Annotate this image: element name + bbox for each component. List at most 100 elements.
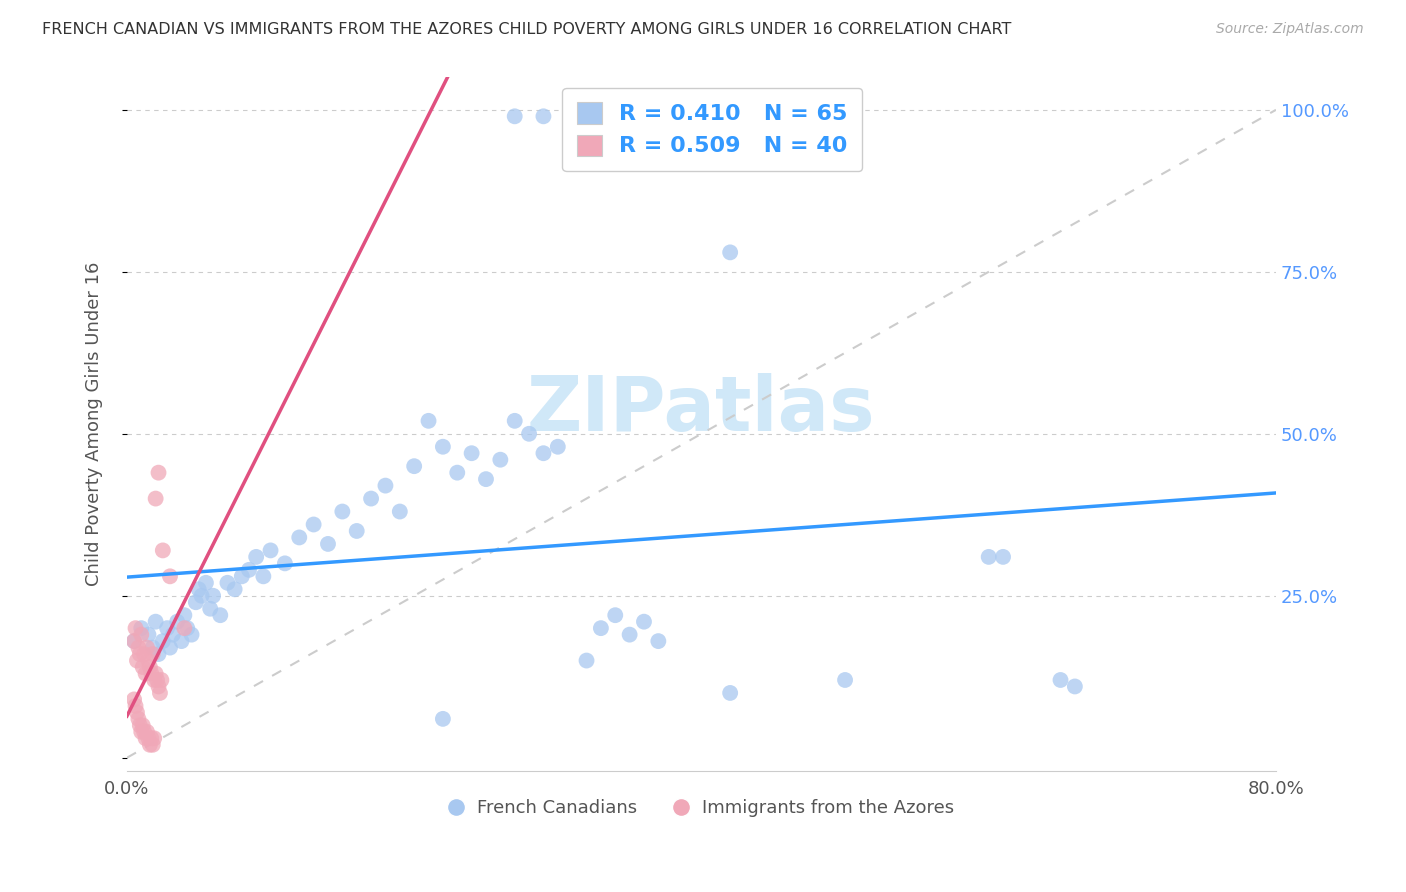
Point bbox=[259, 543, 281, 558]
Point bbox=[132, 718, 155, 732]
Point bbox=[404, 459, 426, 474]
Point bbox=[252, 569, 274, 583]
Point bbox=[503, 414, 526, 428]
Point bbox=[141, 731, 163, 746]
Point bbox=[138, 627, 160, 641]
Point bbox=[148, 466, 170, 480]
Point bbox=[142, 640, 165, 655]
Point bbox=[129, 627, 152, 641]
Point bbox=[475, 472, 498, 486]
Point bbox=[141, 666, 163, 681]
Point bbox=[1049, 673, 1071, 687]
Legend: French Canadians, Immigrants from the Azores: French Canadians, Immigrants from the Az… bbox=[441, 791, 962, 824]
Point bbox=[149, 686, 172, 700]
Point bbox=[152, 634, 174, 648]
Point bbox=[176, 621, 198, 635]
Point bbox=[374, 478, 396, 492]
Point bbox=[148, 647, 170, 661]
Point bbox=[330, 504, 353, 518]
Point bbox=[128, 718, 150, 732]
Point bbox=[190, 589, 212, 603]
Point bbox=[238, 563, 260, 577]
Point bbox=[132, 660, 155, 674]
Text: Source: ZipAtlas.com: Source: ZipAtlas.com bbox=[1216, 22, 1364, 37]
Point bbox=[136, 640, 159, 655]
Point bbox=[209, 608, 232, 623]
Point bbox=[143, 731, 166, 746]
Point bbox=[173, 621, 195, 635]
Point bbox=[547, 440, 569, 454]
Point bbox=[1063, 680, 1085, 694]
Point bbox=[517, 426, 540, 441]
Point bbox=[127, 640, 149, 655]
Point bbox=[633, 615, 655, 629]
Point bbox=[834, 673, 856, 687]
Point bbox=[184, 595, 207, 609]
Point bbox=[124, 698, 146, 713]
Point bbox=[159, 569, 181, 583]
Point bbox=[138, 731, 160, 746]
Point bbox=[122, 634, 145, 648]
Point bbox=[122, 692, 145, 706]
Point bbox=[316, 537, 339, 551]
Point bbox=[162, 627, 184, 641]
Point bbox=[136, 724, 159, 739]
Point bbox=[718, 245, 741, 260]
Point bbox=[139, 660, 162, 674]
Point bbox=[346, 524, 368, 538]
Point bbox=[288, 531, 311, 545]
Text: ZIPatlas: ZIPatlas bbox=[527, 373, 876, 447]
Point bbox=[135, 731, 157, 746]
Point bbox=[718, 686, 741, 700]
Point bbox=[446, 466, 468, 480]
Point bbox=[489, 452, 512, 467]
Point bbox=[647, 634, 669, 648]
Point bbox=[145, 615, 167, 629]
Point bbox=[146, 673, 169, 687]
Point bbox=[217, 575, 239, 590]
Point bbox=[139, 738, 162, 752]
Point bbox=[575, 654, 598, 668]
Point bbox=[145, 491, 167, 506]
Point bbox=[245, 549, 267, 564]
Point bbox=[302, 517, 325, 532]
Point bbox=[148, 680, 170, 694]
Point bbox=[605, 608, 627, 623]
Point bbox=[129, 621, 152, 635]
Point bbox=[460, 446, 482, 460]
Point bbox=[274, 557, 297, 571]
Point bbox=[194, 575, 217, 590]
Point bbox=[142, 738, 165, 752]
Point bbox=[166, 615, 188, 629]
Point bbox=[159, 640, 181, 655]
Point bbox=[533, 446, 555, 460]
Point bbox=[589, 621, 612, 635]
Point bbox=[152, 543, 174, 558]
Point bbox=[125, 706, 148, 720]
Point bbox=[202, 589, 225, 603]
Point bbox=[231, 569, 253, 583]
Point bbox=[503, 109, 526, 123]
Point bbox=[138, 654, 160, 668]
Point bbox=[127, 712, 149, 726]
Point bbox=[134, 724, 156, 739]
Point bbox=[533, 109, 555, 123]
Point bbox=[135, 666, 157, 681]
Point bbox=[200, 601, 222, 615]
Point bbox=[134, 647, 156, 661]
Point bbox=[418, 414, 440, 428]
Point bbox=[619, 627, 641, 641]
Point bbox=[224, 582, 246, 597]
Y-axis label: Child Poverty Among Girls Under 16: Child Poverty Among Girls Under 16 bbox=[86, 262, 103, 586]
Point bbox=[124, 621, 146, 635]
Point bbox=[991, 549, 1014, 564]
Point bbox=[170, 634, 193, 648]
Point bbox=[150, 673, 173, 687]
Point bbox=[143, 673, 166, 687]
Point bbox=[145, 666, 167, 681]
Point bbox=[187, 582, 209, 597]
Point bbox=[360, 491, 382, 506]
Point bbox=[432, 712, 454, 726]
Point bbox=[388, 504, 411, 518]
Point bbox=[125, 654, 148, 668]
